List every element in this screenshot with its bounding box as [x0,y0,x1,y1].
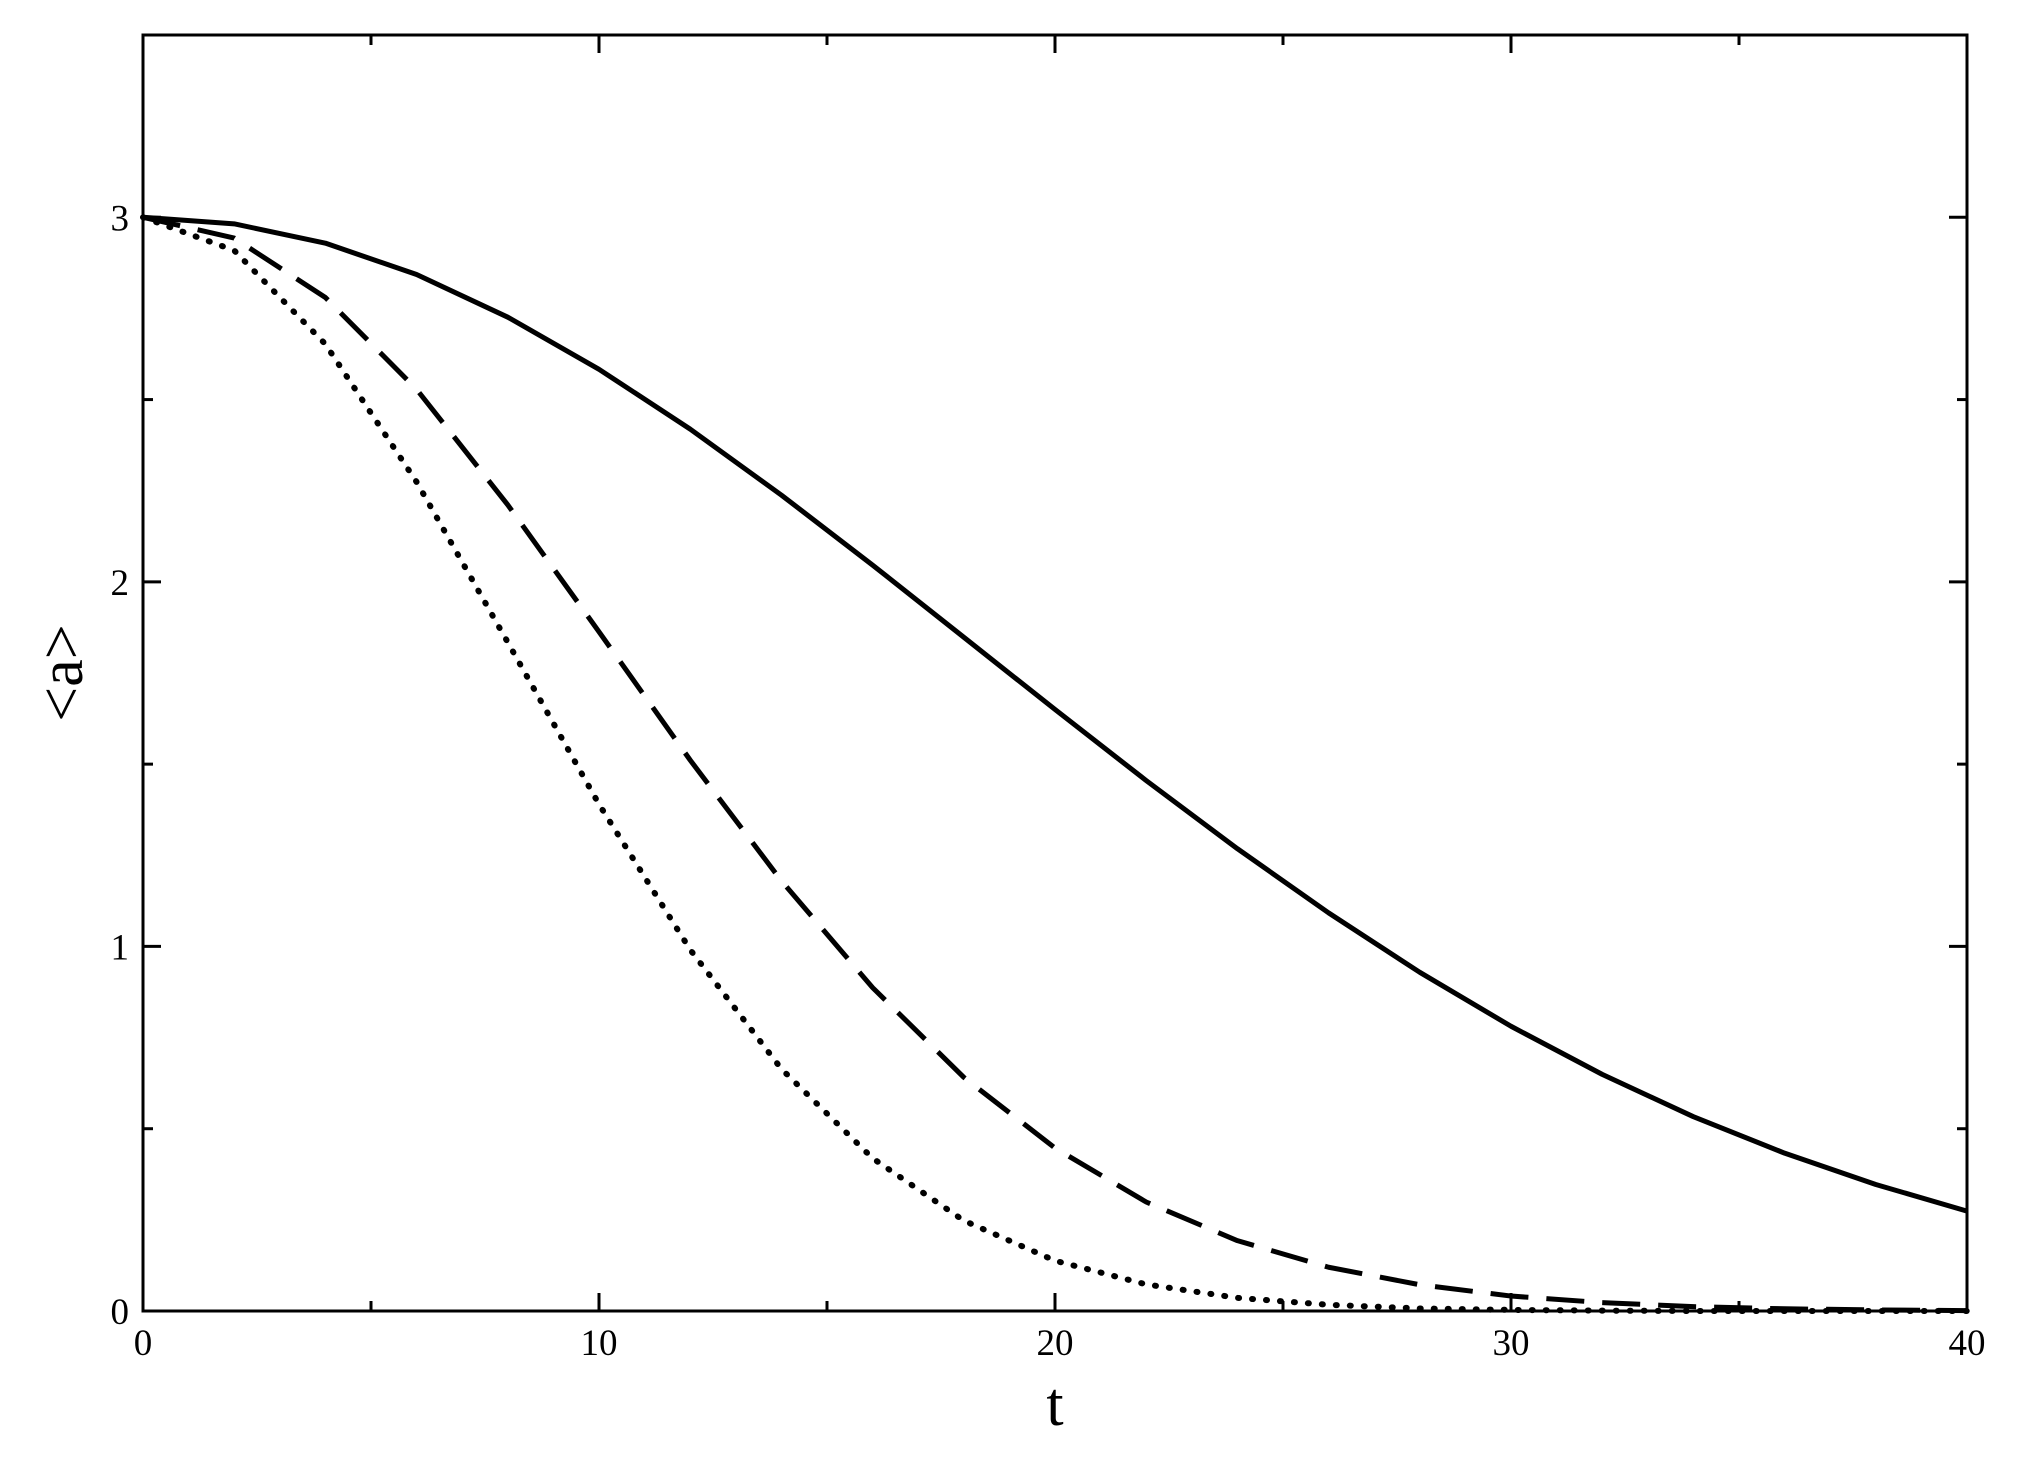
y-tick-label: 1 [111,927,130,968]
x-tick-label: 40 [1949,1323,1986,1364]
x-tick-label: 20 [1037,1323,1074,1364]
y-axis-label: <a> [28,624,96,721]
x-tick-label: 30 [1493,1323,1530,1364]
y-tick-label: 2 [111,563,130,604]
x-tick-label: 0 [134,1323,153,1364]
series-line [140,214,1970,1314]
x-axis-label: t [1046,1371,1063,1439]
y-tick-label: 3 [111,198,130,239]
y-tick-label: 0 [111,1292,130,1333]
series-line [142,214,1968,1214]
plot-frame [141,33,1969,1313]
x-tick-label: 10 [581,1323,618,1364]
series-line [142,214,1968,1314]
